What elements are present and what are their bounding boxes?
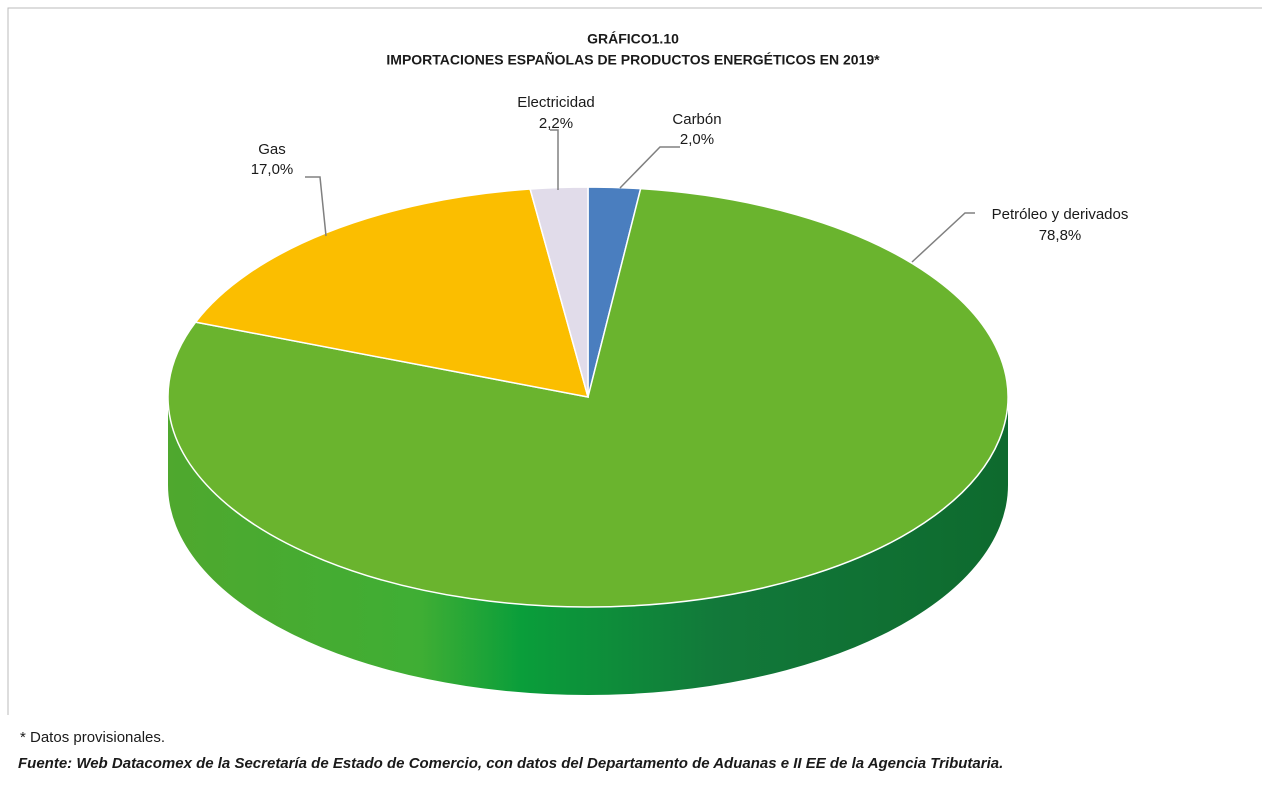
- slice: [194, 188, 590, 398]
- value-label: 2,0%: [680, 131, 714, 148]
- leader-line: [911, 212, 975, 263]
- value-label: 17,0%: [251, 161, 294, 178]
- leader-line: [305, 176, 327, 237]
- value-label: 2,2%: [539, 115, 573, 132]
- frame: [7, 7, 1262, 715]
- value-label: 78,8%: [1039, 227, 1082, 244]
- note: * Datos provisionales.: [20, 729, 165, 746]
- slice: [529, 186, 589, 398]
- leader-line: [550, 129, 559, 190]
- slice-label: Gas: [258, 141, 286, 158]
- chart-title: GRÁFICO1.10: [587, 31, 679, 47]
- source: Fuente: Web Datacomex de la Secretaría d…: [18, 755, 1003, 772]
- chart-subtitle: IMPORTACIONES ESPAÑOLAS DE PRODUCTOS ENE…: [386, 51, 880, 68]
- slice-side: [168, 397, 1008, 695]
- slice: [167, 187, 1009, 608]
- slice-label: Petróleo y derivados: [992, 206, 1129, 223]
- leader-line: [619, 146, 680, 189]
- slice-label: Carbón: [672, 111, 721, 128]
- slice-label: Electricidad: [517, 94, 595, 111]
